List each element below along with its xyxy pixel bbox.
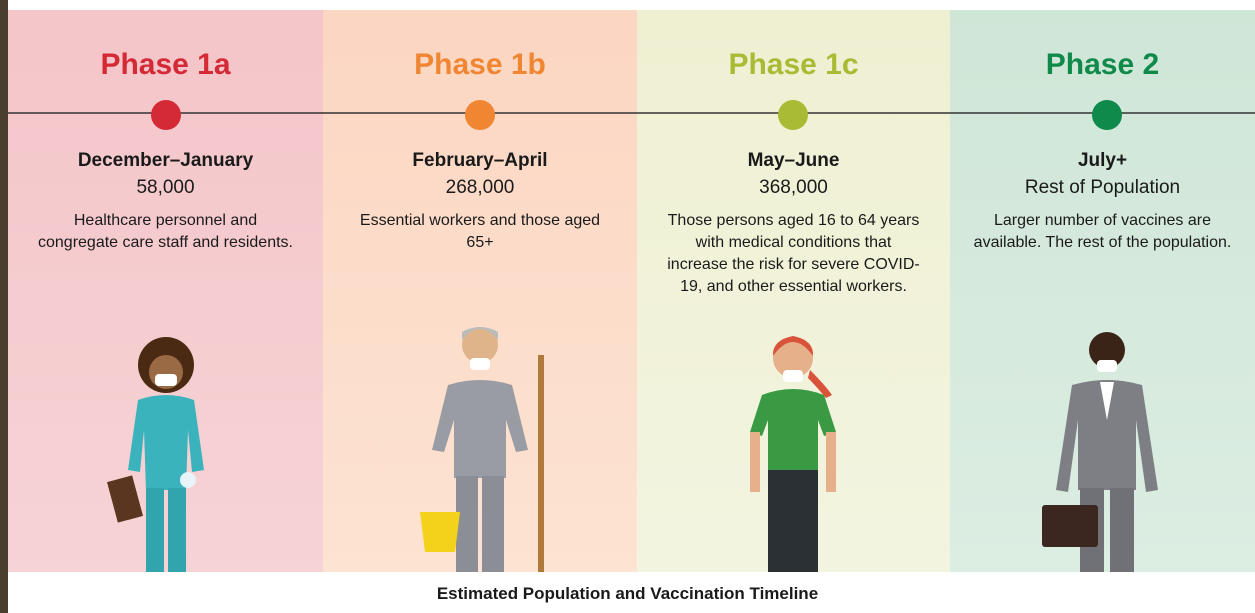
timeline-dot xyxy=(465,100,495,130)
figure-businessman xyxy=(1042,332,1158,572)
caption: Estimated Population and Vaccination Tim… xyxy=(0,584,1255,604)
timeline-dot xyxy=(1092,100,1122,130)
infographic: Phase 1a December–January 58,000 Healthc… xyxy=(0,0,1255,613)
timeline-dot xyxy=(778,100,808,130)
figure-healthcare xyxy=(107,337,204,572)
figure-essential xyxy=(750,336,836,572)
timeline-dot xyxy=(151,100,181,130)
illustrations xyxy=(0,0,1255,613)
figure-worker xyxy=(420,327,544,572)
